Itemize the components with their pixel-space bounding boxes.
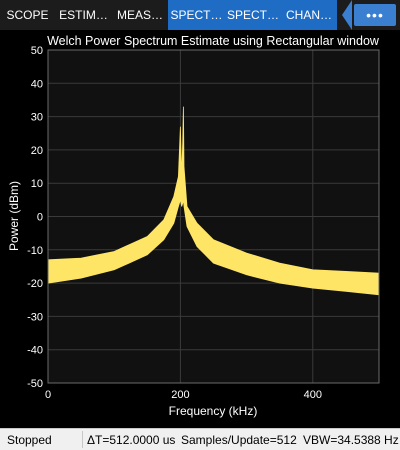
y-tick-label: -10 — [27, 245, 43, 257]
y-tick-label: 40 — [31, 78, 43, 90]
y-tick-label: 20 — [31, 145, 43, 157]
plot-area: 50 40 30 20 10 0 -10 -20 -30 -40 -50 0 200 400 Welch… — [0, 30, 400, 428]
grid-lines — [48, 50, 379, 383]
axes-border — [47, 49, 380, 384]
y-axis-label: Power (dBm) — [7, 181, 21, 251]
status-separator — [82, 431, 83, 448]
status-state: Stopped — [7, 433, 52, 447]
x-tick-labels: 0 200 400 — [45, 389, 322, 401]
tab-estimate[interactable]: ESTIM… — [59, 8, 108, 22]
x-tick-label: 200 — [171, 389, 189, 401]
y-tick-label: -20 — [27, 278, 43, 290]
status-samples-per-update: Samples/Update=512 — [181, 433, 297, 447]
x-tick-label: 400 — [304, 389, 322, 401]
toolstrip-tabbar: SCOPE ESTIM… MEAS… SPECT… SPECT… CHAN… •… — [0, 0, 400, 30]
tab-scope[interactable]: SCOPE — [6, 8, 49, 22]
more-options-button[interactable]: ••• — [354, 4, 396, 26]
tab-spectrum[interactable]: SPECT… — [168, 0, 225, 30]
y-tick-label: -40 — [27, 345, 43, 357]
status-vbw: VBW=34.5388 Hz — [303, 433, 399, 447]
y-tick-labels: 50 40 30 20 10 0 -10 -20 -30 -40 -50 — [27, 45, 43, 390]
y-tick-label: 50 — [31, 45, 43, 57]
tab-spectrum-settings[interactable]: SPECT… — [225, 0, 281, 30]
tab-channel[interactable]: CHAN… — [281, 0, 337, 30]
y-tick-label: -30 — [27, 311, 43, 323]
y-tick-label: 0 — [37, 212, 43, 224]
x-tick-label: 0 — [45, 389, 51, 401]
y-tick-label: -50 — [27, 378, 43, 390]
status-delta-t: ΔT=512.0000 us — [87, 433, 176, 447]
y-tick-label: 10 — [31, 178, 43, 190]
collapse-arrow-icon[interactable] — [342, 0, 352, 30]
chart-title: Welch Power Spectrum Estimate using Rect… — [47, 34, 380, 48]
tab-measurements[interactable]: MEAS… — [116, 8, 163, 22]
power-spectrum-chart[interactable]: 50 40 30 20 10 0 -10 -20 -30 -40 -50 0 200 400 Welch… — [0, 30, 400, 428]
y-tick-label: 30 — [31, 112, 43, 124]
status-bar: Stopped ΔT=512.0000 us Samples/Update=51… — [0, 428, 400, 450]
more-tabs-area: ••• — [342, 0, 400, 30]
x-axis-label: Frequency (kHz) — [169, 404, 258, 418]
